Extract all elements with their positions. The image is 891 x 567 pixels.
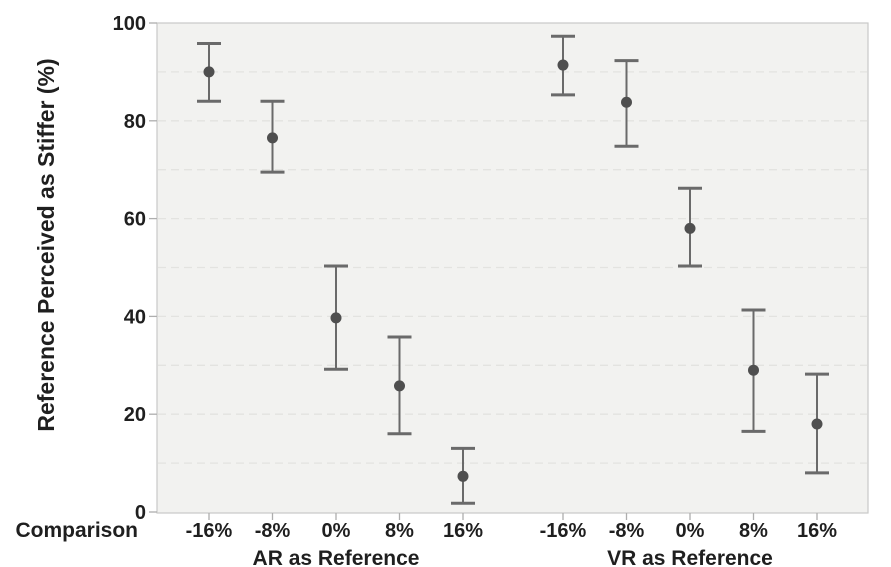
y-axis-title: Reference Perceived as Stiffer (%)	[33, 58, 59, 431]
data-point	[557, 59, 569, 71]
x-tick-label: -16%	[186, 520, 233, 542]
x-tick-label: 16%	[797, 520, 837, 542]
y-tick-label: 40	[124, 306, 146, 328]
y-tick-label: 100	[113, 13, 146, 35]
data-point	[811, 418, 823, 430]
x-tick-label: 0%	[322, 520, 351, 542]
x-tick-label: -8%	[255, 520, 291, 542]
data-point	[394, 380, 405, 392]
data-point	[457, 470, 469, 482]
x-axis-title: Comparison	[15, 519, 138, 542]
x-tick-label: -16%	[540, 520, 587, 542]
data-point	[748, 364, 759, 376]
x-tick-label: 8%	[385, 520, 414, 542]
x-tick-label: 8%	[739, 520, 768, 542]
data-point	[203, 66, 215, 78]
y-tick-label: 80	[124, 111, 146, 133]
group-label: VR as Reference	[607, 547, 773, 567]
data-point	[684, 222, 696, 234]
y-tick-label: 20	[124, 404, 146, 426]
x-tick-label: -8%	[609, 520, 645, 542]
data-point	[330, 312, 342, 324]
x-tick-label: 0%	[676, 520, 705, 542]
x-tick-label: 16%	[443, 520, 483, 542]
data-point	[267, 132, 278, 144]
y-tick-label: 0	[135, 502, 146, 524]
group-label: AR as Reference	[253, 547, 420, 567]
data-point	[621, 96, 632, 108]
y-tick-label: 60	[124, 209, 146, 231]
